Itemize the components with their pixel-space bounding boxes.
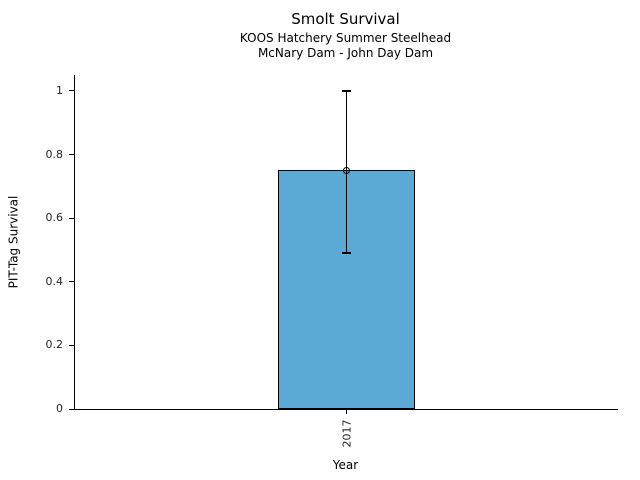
chart-subtitle-2: McNary Dam - John Day Dam [257,46,434,60]
y-tick-label: 0.6 [45,211,64,225]
x-tick-label: 2017 [338,414,356,452]
y-tick-label: 1 [56,83,63,97]
y-tick [69,344,74,346]
y-axis-label: PIT-Tag Survival [4,162,22,322]
y-tick [69,154,74,156]
y-tick-label: 0.8 [45,147,64,161]
chart-subtitle-1: KOOS Hatchery Summer Steelhead [239,31,452,45]
plot-area: 0 0.2 0.4 0.6 0.8 1 2017 [46,75,618,447]
x-tick-label-text: 2017 [340,419,353,447]
y-tick [69,281,74,283]
x-axis-label: Year [332,458,359,472]
chart-title: Smolt Survival [291,10,400,28]
y-tick-label: 0 [56,402,63,415]
y-tick [69,90,74,92]
marker-point [343,166,350,174]
error-bar-cap-top [342,90,351,92]
y-tick-label: 0.2 [45,338,64,352]
y-tick-label: 0.4 [45,274,64,288]
y-tick [69,217,74,219]
x-tick [346,409,347,414]
y-tick [69,408,74,410]
error-bar-cap-bottom [342,252,351,254]
